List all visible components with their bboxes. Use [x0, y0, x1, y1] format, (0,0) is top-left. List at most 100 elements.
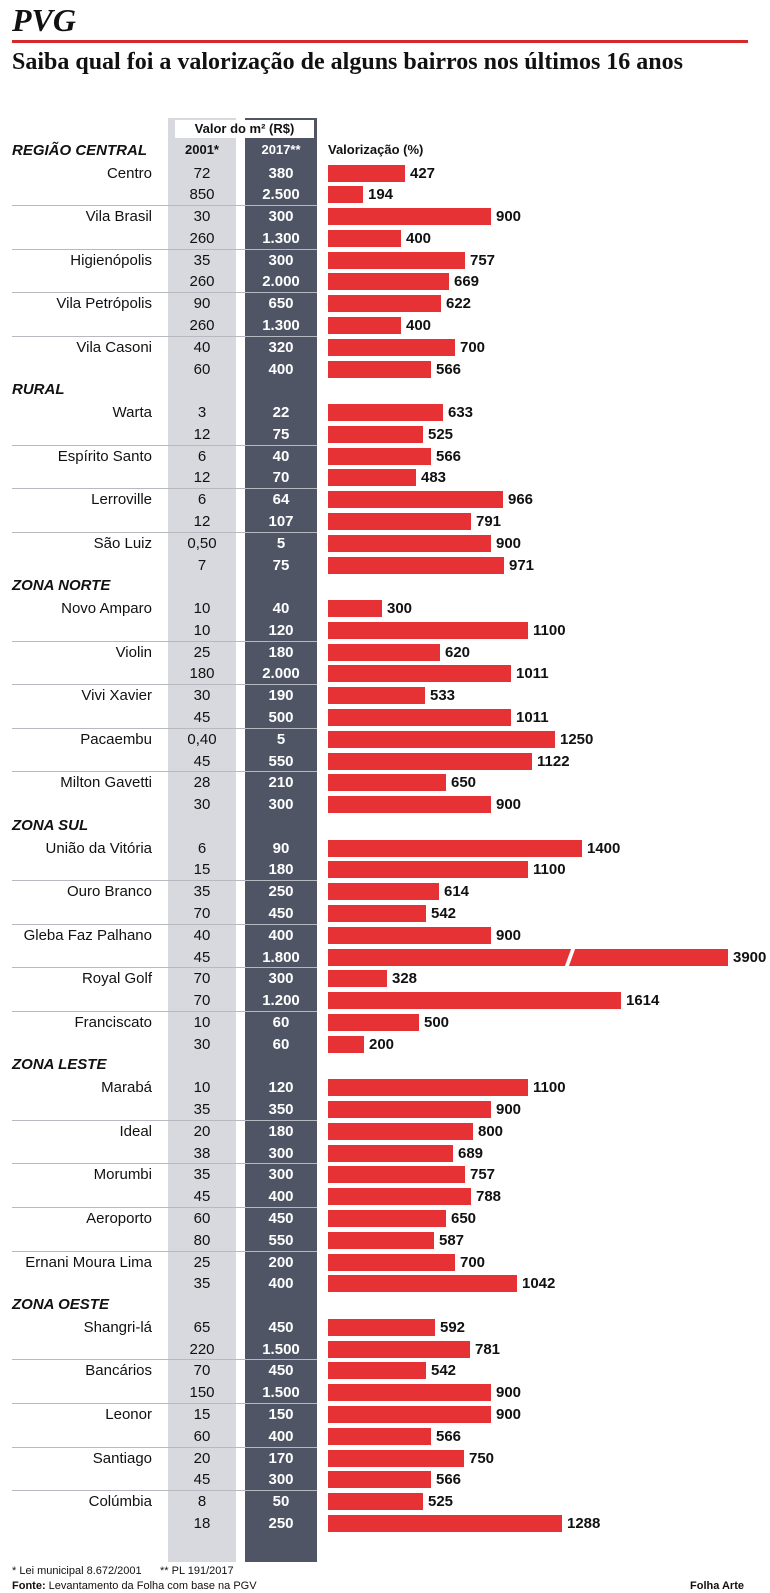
value-2017: 450	[268, 1318, 294, 1336]
value-2001: 12	[193, 512, 211, 530]
neighborhood-label: Bancários	[85, 1362, 152, 1380]
valorizacao-value: 1011	[516, 709, 549, 726]
value-2017: 400	[268, 1275, 294, 1293]
value-2017: 70	[272, 469, 290, 487]
value-2017: 250	[268, 1514, 294, 1532]
value-2001: 45	[193, 752, 211, 770]
value-2017: 300	[268, 1471, 294, 1489]
valorizacao-bar	[328, 926, 491, 944]
valorizacao-value: 1100	[533, 621, 566, 639]
value-2001: 10	[193, 1079, 211, 1097]
valorizacao-value: 542	[431, 905, 457, 923]
valorizacao-bar	[328, 1253, 455, 1271]
valorizacao-value: 700	[460, 1253, 486, 1271]
valorizacao-bar	[328, 621, 528, 639]
row-separator	[12, 1206, 317, 1208]
neighborhood-label: São Luiz	[93, 534, 152, 552]
valorizacao-value: 300	[387, 600, 413, 618]
valorizacao-bar	[328, 273, 449, 291]
value-2001: 45	[193, 948, 211, 966]
valorizacao-value: 800	[478, 1122, 504, 1140]
value-2017: 1.500	[262, 1384, 300, 1402]
value-header: Valor do m² (R$)	[175, 120, 314, 138]
valorizacao-bar	[328, 338, 455, 356]
value-2001: 7	[197, 556, 207, 574]
value-2001: 260	[189, 229, 215, 247]
valorizacao-bar	[328, 1035, 364, 1053]
value-2001: 6	[197, 839, 207, 857]
footnote-2001: * Lei municipal 8.672/2001	[12, 1565, 142, 1577]
valorizacao-bar	[328, 752, 532, 770]
value-2017: 210	[268, 774, 294, 792]
value-2001: 3	[197, 404, 207, 422]
valorizacao-value: 650	[451, 1209, 477, 1227]
value-2001: 15	[193, 1405, 211, 1423]
column-2017-background	[245, 118, 317, 1562]
row-separator	[12, 444, 317, 446]
value-2001: 35	[193, 1166, 211, 1184]
value-2017: 50	[272, 1493, 290, 1511]
value-2017: 1.800	[262, 948, 300, 966]
neighborhood-label: Violin	[115, 643, 152, 661]
value-2017: 250	[268, 883, 294, 901]
value-2001: 18	[193, 1514, 211, 1532]
valorizacao-value: 566	[436, 360, 462, 378]
value-2001: 25	[193, 1253, 211, 1271]
page-title: PVG	[12, 2, 76, 38]
valorizacao-bar	[328, 1209, 446, 1227]
valorizacao-bar	[328, 1101, 491, 1119]
valorizacao-bar	[328, 796, 491, 814]
section-heading: ZONA SUL	[12, 816, 89, 834]
value-2001: 45	[193, 1471, 211, 1489]
valorizacao-bar	[328, 687, 425, 705]
valorizacao-bar	[328, 1231, 434, 1249]
value-2001: 220	[189, 1340, 215, 1358]
valorizacao-value: 1042	[522, 1275, 556, 1293]
valorizacao-bar	[328, 1449, 464, 1467]
valorizacao-value: 200	[369, 1035, 395, 1053]
value-2017: 2.000	[262, 273, 300, 291]
value-2017: 450	[268, 905, 294, 923]
value-2017: 1.300	[262, 229, 300, 247]
valorizacao-bar	[328, 1384, 491, 1402]
value-2001: 60	[193, 360, 211, 378]
row-separator	[12, 967, 317, 969]
valorizacao-value: 791	[476, 512, 502, 530]
valorizacao-bar	[328, 1362, 426, 1380]
value-2017: 550	[268, 1231, 294, 1249]
valorizacao-value: 1100	[533, 861, 566, 879]
valorizacao-bar	[328, 447, 431, 465]
valorizacao-bar	[328, 839, 582, 857]
valorizacao-value: 614	[444, 883, 470, 901]
neighborhood-label: Morumbi	[93, 1166, 152, 1184]
value-2001: 70	[193, 1362, 211, 1380]
valorizacao-bar	[328, 905, 426, 923]
valorizacao-value: 757	[470, 251, 496, 269]
row-separator	[12, 531, 317, 533]
valorizacao-bar	[328, 404, 443, 422]
valorizacao-bar	[328, 774, 446, 792]
valorizacao-value: 669	[454, 273, 480, 291]
valorizacao-value: 757	[470, 1166, 496, 1184]
value-2017: 300	[268, 1166, 294, 1184]
valorizacao-value: 700	[460, 338, 486, 356]
valorizacao-bar	[328, 229, 401, 247]
value-2001: 28	[193, 774, 211, 792]
row-separator	[12, 335, 317, 337]
value-2017: 1.200	[262, 992, 300, 1010]
valorizacao-value: 1288	[567, 1514, 601, 1532]
value-2017: 5	[276, 730, 286, 748]
value-2017: 300	[268, 970, 294, 988]
valorizacao-bar	[328, 1493, 423, 1511]
valorizacao-value: 781	[475, 1340, 501, 1358]
valorizacao-bar	[328, 1318, 435, 1336]
valorizacao-value: 194	[368, 186, 394, 204]
value-2017: 300	[268, 251, 294, 269]
valorizacao-bar	[328, 970, 387, 988]
value-2017: 60	[272, 1035, 290, 1053]
value-2017: 40	[272, 447, 290, 465]
value-2001: 40	[193, 926, 211, 944]
neighborhood-label: Colúmbia	[88, 1493, 152, 1511]
value-2017: 300	[268, 796, 294, 814]
credit: Folha Arte	[690, 1580, 744, 1592]
